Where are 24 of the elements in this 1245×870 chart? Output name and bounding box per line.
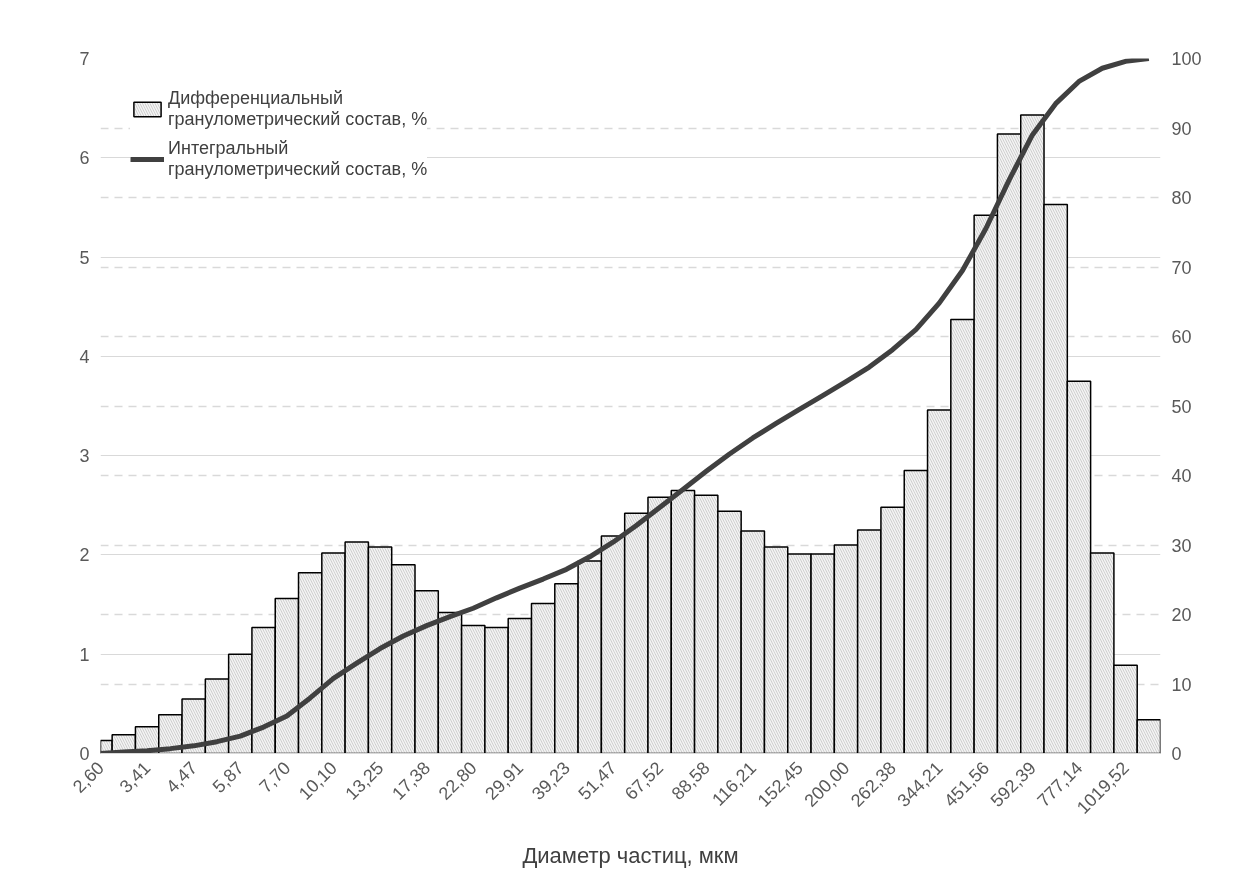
x-axis-title: Диаметр частиц, мкм	[522, 842, 739, 868]
y2-tick-label: 80	[1171, 188, 1192, 208]
y2-tick-label: 70	[1171, 257, 1192, 278]
y-tick-label: 3	[79, 446, 90, 467]
y-tick-label: 6	[79, 148, 90, 169]
y2-tick-label: 20	[1171, 605, 1192, 625]
x-tick-label: 3,41	[115, 757, 155, 797]
y2-tick-label: 90	[1171, 118, 1192, 139]
y-tick-label: 2	[79, 545, 90, 566]
y-tick-label: 1	[79, 644, 90, 665]
y2-tick-label: 60	[1171, 327, 1192, 347]
y-tick-label: 4	[79, 346, 90, 367]
y2-tick-label: 30	[1171, 535, 1192, 556]
y-tick-label: 7	[79, 49, 90, 69]
legend-label: Интегральный гранулометрический состав, %	[168, 138, 428, 180]
y2-tick-label: 0	[1171, 744, 1182, 764]
y2-tick-label: 50	[1171, 396, 1192, 417]
y2-tick-label: 10	[1171, 674, 1192, 695]
y2-tick-label: 40	[1171, 466, 1192, 486]
x-tick-label: 7,70	[255, 757, 295, 797]
legend-label: Дифференциальный гранулометрический состав, %	[168, 88, 428, 130]
y-tick-label: 5	[79, 247, 90, 268]
y-tick-label: 0	[79, 744, 90, 764]
y2-tick-label: 100	[1171, 49, 1202, 69]
